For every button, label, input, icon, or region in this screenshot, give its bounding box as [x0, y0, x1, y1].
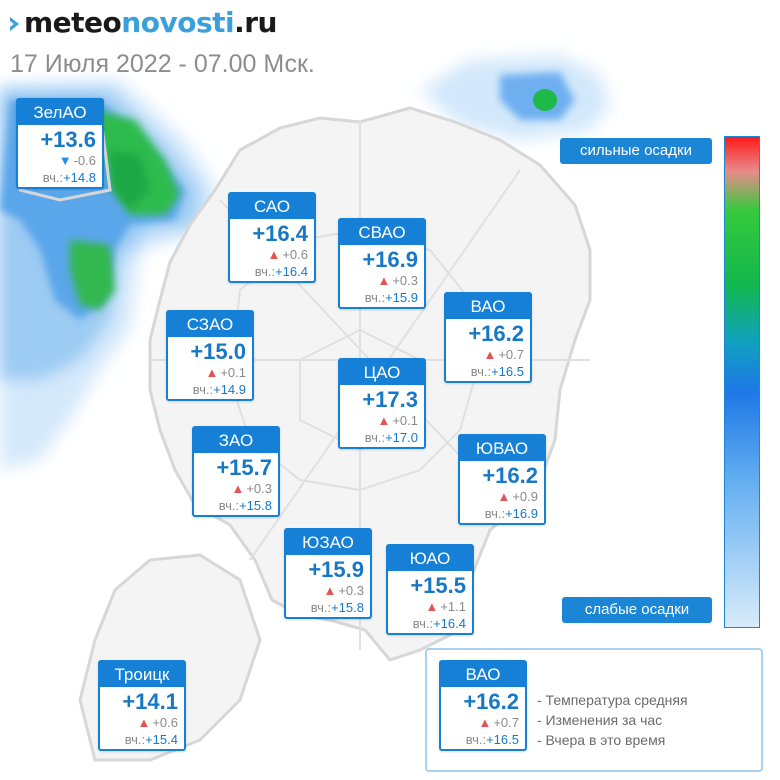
- district-name: Троицк: [100, 662, 184, 687]
- yesterday-prefix: вч.:: [192, 382, 214, 397]
- district-card-szao: СЗАО +15.0 ▲ +0.1 вч.:+14.9: [166, 310, 254, 401]
- district-card-yuvao: ЮВАО +16.2 ▲ +0.9 вч.:+16.9: [458, 434, 546, 525]
- temperature-value: +15.5: [410, 573, 466, 598]
- legend-box: ВАО +16.2 ▲ +0.7 вч.:+16.5 - Температура …: [425, 648, 763, 772]
- district-name: ЗАО: [194, 428, 278, 453]
- district-card-svao: СВАО +16.9 ▲ +0.3 вч.:+15.9: [338, 218, 426, 309]
- legend-item-average-temp: - Температура средняя: [537, 692, 688, 708]
- up-triangle-icon: ▲: [267, 247, 281, 262]
- logo-part-novosti: novosti: [121, 6, 235, 39]
- temperature-value: +16.4: [252, 221, 308, 246]
- yesterday-value: +16.4: [275, 264, 308, 279]
- yesterday-prefix: вч.:: [484, 506, 506, 521]
- district-name: СЗАО: [168, 312, 252, 337]
- yesterday-value: +15.9: [385, 290, 418, 305]
- hourly-change: -0.6: [73, 153, 96, 168]
- district-name: ВАО: [446, 294, 530, 319]
- temperature-value: +16.2: [463, 689, 519, 714]
- logo-part-ru: .ru: [234, 6, 277, 39]
- precipitation-area-northeast: [420, 55, 610, 140]
- yesterday-value: +15.8: [331, 600, 364, 615]
- logo-arrow-icon: [10, 15, 20, 33]
- up-triangle-icon: ▲: [205, 365, 219, 380]
- yesterday-prefix: вч.:: [42, 170, 64, 185]
- temperature-value: +16.9: [362, 247, 418, 272]
- yesterday-value: +16.5: [486, 732, 519, 747]
- precipitation-scale-bar: [724, 136, 760, 628]
- legend-item-hourly-change: - Изменения за час: [537, 712, 663, 728]
- up-triangle-icon: ▲: [137, 715, 151, 730]
- temperature-value: +16.2: [468, 321, 524, 346]
- district-name: ЮАО: [388, 546, 472, 571]
- temperature-value: +16.2: [482, 463, 538, 488]
- hourly-change: +1.1: [440, 599, 466, 614]
- site-logo[interactable]: meteonovosti.ru: [10, 6, 277, 39]
- district-name: ВАО: [441, 662, 525, 687]
- yesterday-value: +14.8: [63, 170, 96, 185]
- yesterday-prefix: вч.:: [218, 498, 240, 513]
- yesterday-value: +15.4: [145, 732, 178, 747]
- yesterday-value: +17.0: [385, 430, 418, 445]
- district-name: ЦАО: [340, 360, 424, 385]
- yesterday-value: +16.9: [505, 506, 538, 521]
- hourly-change: +0.7: [493, 715, 519, 730]
- forecast-date: 17 Июля 2022 - 07.00 Мск.: [10, 50, 315, 78]
- legend-item-yesterday: - Вчера в это время: [537, 732, 666, 748]
- yesterday-prefix: вч.:: [470, 364, 492, 379]
- yesterday-prefix: вч.:: [364, 430, 386, 445]
- down-triangle-icon: ▼: [58, 153, 72, 168]
- hourly-change: +0.6: [282, 247, 308, 262]
- district-name: СВАО: [340, 220, 424, 245]
- strong-precip-label: сильные осадки: [560, 138, 712, 164]
- yesterday-value: +15.8: [239, 498, 272, 513]
- up-triangle-icon: ▲: [497, 489, 511, 504]
- up-triangle-icon: ▲: [231, 481, 245, 496]
- up-triangle-icon: ▲: [425, 599, 439, 614]
- hourly-change: +0.9: [512, 489, 538, 504]
- logo-part-meteo: meteo: [24, 6, 122, 39]
- hourly-change: +0.3: [246, 481, 272, 496]
- yesterday-value: +16.4: [433, 616, 466, 631]
- hourly-change: +0.3: [392, 273, 418, 288]
- yesterday-prefix: вч.:: [124, 732, 146, 747]
- temperature-value: +15.9: [308, 557, 364, 582]
- district-name: ЗелАО: [18, 100, 102, 125]
- up-triangle-icon: ▲: [377, 273, 391, 288]
- yesterday-prefix: вч.:: [364, 290, 386, 305]
- temperature-value: +15.7: [216, 455, 272, 480]
- yesterday-prefix: вч.:: [465, 732, 487, 747]
- temperature-value: +13.6: [40, 127, 96, 152]
- yesterday-prefix: вч.:: [310, 600, 332, 615]
- up-triangle-icon: ▲: [323, 583, 337, 598]
- up-triangle-icon: ▲: [483, 347, 497, 362]
- up-triangle-icon: ▲: [377, 413, 391, 428]
- yesterday-prefix: вч.:: [254, 264, 276, 279]
- yesterday-value: +14.9: [213, 382, 246, 397]
- hourly-change: +0.1: [392, 413, 418, 428]
- district-name: ЮВАО: [460, 436, 544, 461]
- district-card-troick: Троицк +14.1 ▲ +0.6 вч.:+15.4: [98, 660, 186, 751]
- hourly-change: +0.3: [338, 583, 364, 598]
- up-triangle-icon: ▲: [478, 715, 492, 730]
- weak-precip-label: слабые осадки: [562, 597, 712, 623]
- district-name: ЮЗАО: [286, 530, 370, 555]
- district-name: САО: [230, 194, 314, 219]
- yesterday-value: +16.5: [491, 364, 524, 379]
- hourly-change: +0.1: [220, 365, 246, 380]
- temperature-value: +14.1: [122, 689, 178, 714]
- district-card-yuzao: ЮЗАО +15.9 ▲ +0.3 вч.:+15.8: [284, 528, 372, 619]
- yesterday-prefix: вч.:: [412, 616, 434, 631]
- temperature-value: +17.3: [362, 387, 418, 412]
- legend-sample-card: ВАО +16.2 ▲ +0.7 вч.:+16.5: [439, 660, 527, 751]
- district-card-zao: ЗАО +15.7 ▲ +0.3 вч.:+15.8: [192, 426, 280, 517]
- hourly-change: +0.6: [152, 715, 178, 730]
- district-card-zelao: ЗелАО +13.6 ▼ -0.6 вч.:+14.8: [16, 98, 104, 189]
- district-card-yuao: ЮАО +15.5 ▲ +1.1 вч.:+16.4: [386, 544, 474, 635]
- hourly-change: +0.7: [498, 347, 524, 362]
- legend-list: - Температура средняя - Изменения за час…: [537, 690, 688, 750]
- district-card-vao: ВАО +16.2 ▲ +0.7 вч.:+16.5: [444, 292, 532, 383]
- temperature-value: +15.0: [190, 339, 246, 364]
- district-card-sao: САО +16.4 ▲ +0.6 вч.:+16.4: [228, 192, 316, 283]
- district-card-cao: ЦАО +17.3 ▲ +0.1 вч.:+17.0: [338, 358, 426, 449]
